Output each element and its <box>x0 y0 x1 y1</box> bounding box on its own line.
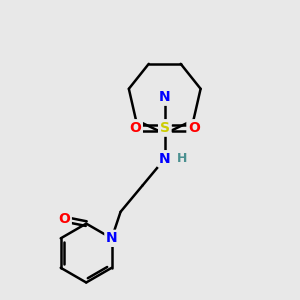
Text: O: O <box>188 121 200 135</box>
Text: N: N <box>106 231 118 245</box>
Text: H: H <box>177 152 188 165</box>
Text: O: O <box>129 121 141 135</box>
Text: S: S <box>160 121 170 135</box>
Text: O: O <box>129 121 141 135</box>
Text: N: N <box>159 90 170 104</box>
Text: N: N <box>159 90 170 104</box>
Text: H: H <box>177 152 188 165</box>
Text: O: O <box>188 121 200 135</box>
Text: N: N <box>159 152 170 166</box>
Text: O: O <box>58 212 70 226</box>
Text: N: N <box>159 152 170 166</box>
Text: S: S <box>160 121 170 135</box>
Text: O: O <box>58 212 70 226</box>
